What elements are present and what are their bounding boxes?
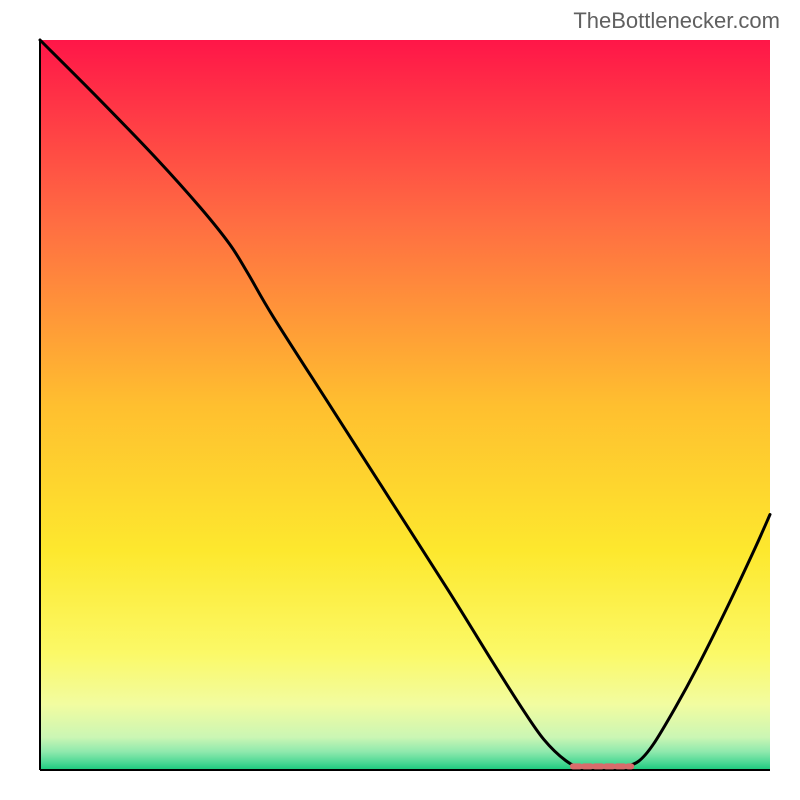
chart-svg (0, 0, 800, 800)
watermark-text: TheBottlenecker.com (573, 8, 780, 34)
figure-container: TheBottlenecker.com (0, 0, 800, 800)
